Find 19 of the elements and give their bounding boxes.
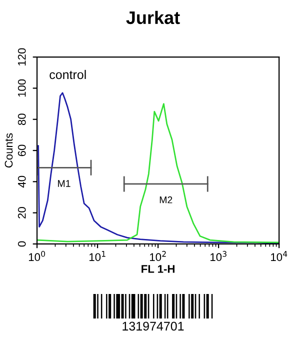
y-tick-label: 40 bbox=[18, 176, 26, 188]
y-tick-label: 120 bbox=[18, 48, 26, 66]
x-tick-label: 10$^{4}$ bbox=[271, 251, 288, 262]
annotation: M1 bbox=[58, 180, 70, 187]
chart-title: Jurkat bbox=[126, 10, 180, 24]
text: 131974701 bbox=[122, 322, 184, 331]
x-tick-label: 10$^{3}$ bbox=[210, 250, 226, 262]
y-tick-label: 80 bbox=[18, 114, 26, 126]
x-tick-label: 10$^{0}$ bbox=[28, 250, 46, 262]
y-tick-label: 0 bbox=[18, 241, 26, 247]
annotation: control bbox=[50, 70, 86, 80]
x-tick-label: 10$^{1}$ bbox=[89, 251, 106, 262]
x-tick-label: 10$^{2}$ bbox=[150, 250, 166, 262]
y-tick-label: 100 bbox=[18, 79, 26, 97]
y-tick-label: 60 bbox=[18, 144, 26, 156]
annotation: M2 bbox=[160, 196, 172, 204]
x-axis-title: FL 1-H bbox=[142, 265, 174, 273]
y-axis-title: Counts bbox=[4, 133, 13, 168]
y-tick-label: 20 bbox=[18, 207, 26, 218]
